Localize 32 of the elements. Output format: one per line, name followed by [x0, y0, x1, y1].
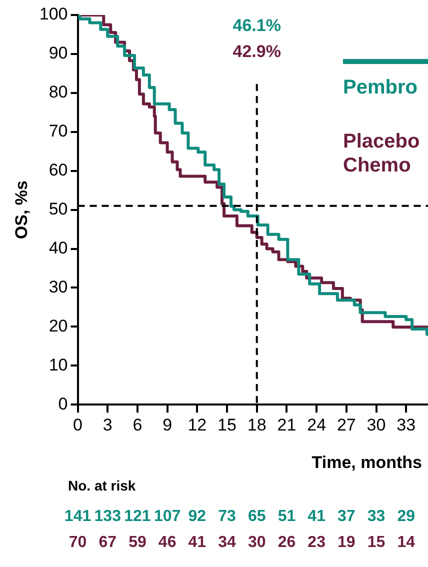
- text: 141 133 121 107 92 73 65 51 41 37 33 29: [64, 508, 416, 526]
- y-tick-label: 80: [48, 82, 68, 102]
- x-tick-label: 18: [247, 415, 266, 434]
- x-axis-title: Time, months: [312, 452, 422, 472]
- y-tick-label: 0: [58, 394, 68, 414]
- x-tick-label: 0: [73, 415, 82, 434]
- x-tick-label: 15: [218, 415, 236, 434]
- x-tick-label: 27: [336, 415, 356, 434]
- annotation: 46.1%: [232, 16, 281, 36]
- y-tick-label: 90: [48, 44, 68, 63]
- x-tick-label: 12: [188, 415, 207, 434]
- y-tick-label: 40: [48, 238, 68, 258]
- y-tick-label: 20: [48, 316, 68, 336]
- y-tick-label: 100: [39, 4, 68, 24]
- y-tick-label: 30: [48, 277, 68, 296]
- y-tick-label: 70: [48, 122, 68, 141]
- legend-label: Pembro: [343, 76, 418, 99]
- annotation: 42.9%: [232, 42, 281, 62]
- x-tick-label: 33: [396, 415, 416, 434]
- y-tick-label: 60: [48, 160, 68, 180]
- x-tick-label: 6: [132, 415, 142, 434]
- y-tick-label: 10: [48, 355, 68, 374]
- text: Placebo Chemo: [343, 130, 420, 177]
- x-tick-label: 21: [277, 415, 296, 434]
- text: No. at risk: [68, 477, 136, 494]
- y-axis-title: OS, %s: [12, 180, 31, 240]
- x-tick-label: 3: [102, 415, 112, 434]
- y-tick-label: 50: [48, 199, 68, 218]
- text: 70 67 59 46 41 34 30 26 23 19 15 14: [68, 534, 416, 552]
- x-tick-label: 9: [162, 415, 172, 434]
- x-tick-label: 24: [307, 415, 326, 434]
- x-tick-label: 30: [366, 415, 386, 434]
